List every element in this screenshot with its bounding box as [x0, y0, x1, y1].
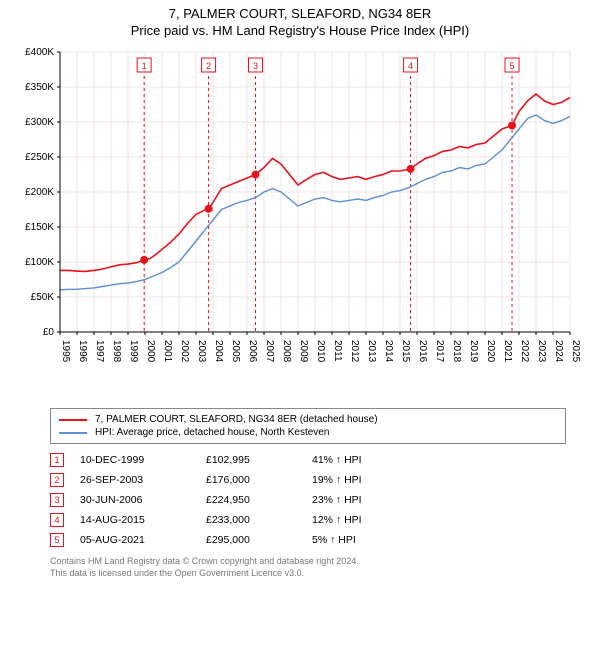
datapoint-date: 30-JUN-2006	[80, 494, 190, 506]
svg-text:2022: 2022	[519, 340, 530, 363]
datapoint-row: 4 14-AUG-2015 £233,000 12% ↑ HPI	[50, 510, 566, 530]
svg-text:2006: 2006	[247, 340, 258, 363]
svg-text:1995: 1995	[60, 340, 71, 363]
svg-text:1999: 1999	[128, 340, 139, 363]
datapoint-marker: 3	[50, 493, 64, 507]
svg-text:2013: 2013	[366, 340, 377, 363]
svg-text:2015: 2015	[400, 340, 411, 363]
svg-text:2008: 2008	[281, 340, 292, 363]
svg-text:2019: 2019	[468, 340, 479, 363]
svg-text:2020: 2020	[485, 340, 496, 363]
datapoints-table: 1 10-DEC-1999 £102,995 41% ↑ HPI 2 26-SEP-200…	[50, 450, 566, 550]
legend-label: 7, PALMER COURT, SLEAFORD, NG34 8ER (det…	[95, 414, 378, 425]
svg-text:3: 3	[253, 61, 258, 71]
svg-text:£50K: £50K	[31, 292, 55, 303]
svg-text:£250K: £250K	[25, 152, 54, 163]
datapoint-price: £233,000	[206, 514, 296, 526]
page-subtitle: Price paid vs. HM Land Registry's House …	[10, 23, 590, 38]
svg-text:2009: 2009	[298, 340, 309, 363]
svg-text:2003: 2003	[196, 340, 207, 363]
datapoint-date: 26-SEP-2003	[80, 474, 190, 486]
svg-text:2001: 2001	[162, 340, 173, 363]
datapoint-pct: 5% ↑ HPI	[312, 534, 412, 546]
price-chart: 1 2 3 4 5 £0 £50K £100K £150K £200K £250K £300K £350…	[10, 42, 590, 402]
datapoint-price: £295,000	[206, 534, 296, 546]
legend-swatch	[59, 432, 87, 434]
svg-text:2016: 2016	[417, 340, 428, 363]
legend-row: HPI: Average price, detached house, Nort…	[59, 426, 557, 439]
svg-text:1998: 1998	[111, 340, 122, 363]
svg-text:2: 2	[206, 61, 211, 71]
svg-text:£0: £0	[43, 327, 55, 338]
svg-text:4: 4	[408, 61, 413, 71]
svg-text:2012: 2012	[349, 340, 360, 363]
datapoint-price: £176,000	[206, 474, 296, 486]
svg-text:2011: 2011	[332, 340, 343, 362]
svg-text:£400K: £400K	[25, 47, 54, 58]
svg-text:2005: 2005	[230, 340, 241, 363]
svg-text:£300K: £300K	[25, 117, 54, 128]
datapoint-marker: 4	[50, 513, 64, 527]
datapoint-marker: 5	[50, 533, 64, 547]
page-title: 7, PALMER COURT, SLEAFORD, NG34 8ER	[10, 6, 590, 21]
datapoint-pct: 23% ↑ HPI	[312, 494, 412, 506]
datapoint-price: £224,950	[206, 494, 296, 506]
svg-text:2002: 2002	[179, 340, 190, 363]
svg-text:1997: 1997	[94, 340, 105, 363]
datapoint-price: £102,995	[206, 454, 296, 466]
svg-text:2025: 2025	[570, 340, 581, 363]
svg-text:£150K: £150K	[25, 222, 54, 233]
datapoint-marker: 2	[50, 473, 64, 487]
footer-line: This data is licensed under the Open Gov…	[50, 568, 566, 580]
datapoint-date: 10-DEC-1999	[80, 454, 190, 466]
svg-text:2018: 2018	[451, 340, 462, 363]
svg-text:2010: 2010	[315, 340, 326, 363]
svg-text:2024: 2024	[553, 340, 564, 363]
footer-line: Contains HM Land Registry data © Crown c…	[50, 556, 566, 568]
svg-text:1: 1	[142, 61, 147, 71]
datapoint-row: 2 26-SEP-2003 £176,000 19% ↑ HPI	[50, 470, 566, 490]
legend-row: 7, PALMER COURT, SLEAFORD, NG34 8ER (det…	[59, 413, 557, 426]
svg-text:£200K: £200K	[25, 187, 54, 198]
datapoint-marker: 1	[50, 453, 64, 467]
svg-text:2004: 2004	[213, 340, 224, 363]
datapoint-row: 5 05-AUG-2021 £295,000 5% ↑ HPI	[50, 530, 566, 550]
legend-label: HPI: Average price, detached house, Nort…	[95, 427, 329, 438]
svg-text:2021: 2021	[502, 340, 513, 363]
datapoint-pct: 41% ↑ HPI	[312, 454, 412, 466]
datapoint-date: 14-AUG-2015	[80, 514, 190, 526]
svg-text:2007: 2007	[264, 340, 275, 363]
legend-swatch	[59, 419, 87, 421]
legend: 7, PALMER COURT, SLEAFORD, NG34 8ER (det…	[50, 408, 566, 444]
svg-text:2014: 2014	[383, 340, 394, 363]
svg-text:£100K: £100K	[25, 257, 54, 268]
datapoint-pct: 19% ↑ HPI	[312, 474, 412, 486]
svg-text:2023: 2023	[536, 340, 547, 363]
datapoint-date: 05-AUG-2021	[80, 534, 190, 546]
svg-text:2000: 2000	[145, 340, 156, 363]
svg-text:5: 5	[510, 61, 515, 71]
svg-text:2017: 2017	[434, 340, 445, 363]
datapoint-row: 3 30-JUN-2006 £224,950 23% ↑ HPI	[50, 490, 566, 510]
datapoint-pct: 12% ↑ HPI	[312, 514, 412, 526]
datapoint-row: 1 10-DEC-1999 £102,995 41% ↑ HPI	[50, 450, 566, 470]
svg-text:1996: 1996	[77, 340, 88, 363]
footer-attribution: Contains HM Land Registry data © Crown c…	[50, 556, 566, 579]
svg-text:£350K: £350K	[25, 82, 54, 93]
